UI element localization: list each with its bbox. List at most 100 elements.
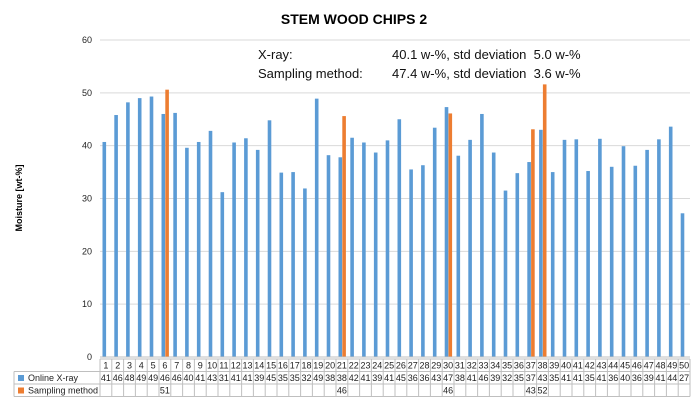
x-tick-label: 38 <box>537 361 547 371</box>
legend-swatch <box>18 375 24 381</box>
x-tick-label: 41 <box>573 361 583 371</box>
annotation-value: 40.1 w-%, std deviation 5.0 w-% <box>392 47 581 62</box>
bar-online-xray <box>562 139 567 357</box>
x-tick-label: 4 <box>139 361 144 371</box>
x-tick-label: 46 <box>632 361 642 371</box>
y-axis-label: Moisture [wt-%] <box>14 165 24 232</box>
x-tick-label: 15 <box>266 361 276 371</box>
data-label: 35 <box>290 373 300 383</box>
x-tick-label: 23 <box>360 361 370 371</box>
data-label: 37 <box>526 373 536 383</box>
y-tick-label: 30 <box>82 194 92 204</box>
data-label: 52 <box>537 386 547 396</box>
x-tick-label: 20 <box>325 361 335 371</box>
data-label: 43 <box>431 373 441 383</box>
bar-online-xray <box>362 142 366 357</box>
data-label: 41 <box>655 373 665 383</box>
bar-online-xray <box>586 171 590 357</box>
bar-online-xray <box>185 147 189 357</box>
bar-online-xray <box>527 162 531 357</box>
data-label: 41 <box>467 373 477 383</box>
data-label: 43 <box>207 373 217 383</box>
bar-online-xray <box>456 155 461 357</box>
bar-online-xray <box>326 155 331 357</box>
data-label: 41 <box>561 373 571 383</box>
data-label: 36 <box>632 373 642 383</box>
data-label: 41 <box>101 373 111 383</box>
data-label: 36 <box>608 373 618 383</box>
annotation-label: X-ray: <box>258 47 293 62</box>
data-label: 39 <box>372 373 382 383</box>
data-label: 46 <box>478 373 488 383</box>
bar-sampling-method <box>531 129 535 357</box>
data-label: 41 <box>573 373 583 383</box>
bar-online-xray <box>574 139 579 357</box>
bar-online-xray <box>232 142 236 357</box>
legend-label: Sampling method <box>28 386 98 396</box>
x-tick-label: 11 <box>219 361 228 371</box>
data-label: 40 <box>620 373 630 383</box>
legend-label: Online X-ray <box>28 373 79 383</box>
bar-online-xray <box>137 98 142 357</box>
bar-online-xray <box>149 96 154 357</box>
x-tick-label: 49 <box>667 361 677 371</box>
data-label: 35 <box>278 373 288 383</box>
bar-sampling-method <box>542 84 547 357</box>
legend-swatch <box>18 387 24 394</box>
bar-sampling-method <box>165 89 169 357</box>
x-tick-label: 48 <box>655 361 665 371</box>
data-label: 38 <box>337 373 347 383</box>
data-label: 49 <box>136 373 146 383</box>
data-label: 51 <box>160 386 170 396</box>
data-label: 27 <box>679 373 689 383</box>
bar-online-xray <box>680 213 685 357</box>
data-label: 32 <box>301 373 311 383</box>
data-label: 38 <box>455 373 465 383</box>
bar-online-xray <box>220 192 225 357</box>
bar-online-xray <box>279 172 284 357</box>
data-label: 35 <box>585 373 595 383</box>
bar-online-xray <box>114 115 118 357</box>
data-label: 45 <box>266 373 276 383</box>
x-tick-label: 31 <box>455 361 465 371</box>
x-tick-label: 35 <box>502 361 512 371</box>
x-tick-label: 37 <box>526 361 536 371</box>
data-label: 46 <box>172 373 182 383</box>
x-tick-label: 24 <box>372 361 382 371</box>
y-tick-label: 60 <box>82 35 92 45</box>
bar-online-xray <box>267 120 272 357</box>
bar-online-xray <box>550 172 555 357</box>
data-label: 49 <box>148 373 158 383</box>
x-tick-label: 9 <box>198 361 203 371</box>
bar-sampling-method <box>342 116 346 357</box>
x-tick-label: 14 <box>254 361 264 371</box>
bar-online-xray <box>598 138 602 357</box>
bar-online-xray <box>314 98 319 358</box>
x-tick-label: 18 <box>301 361 311 371</box>
bar-online-xray <box>373 152 378 357</box>
bar-online-xray <box>385 140 390 357</box>
y-tick-label: 40 <box>82 141 92 151</box>
x-tick-label: 16 <box>278 361 288 371</box>
bar-online-xray <box>161 113 166 357</box>
bar-online-xray <box>102 141 107 357</box>
bar-online-xray <box>126 102 130 358</box>
data-label: 35 <box>514 373 524 383</box>
x-tick-label: 30 <box>443 361 453 371</box>
data-label: 46 <box>443 386 453 396</box>
x-tick-label: 2 <box>115 361 120 371</box>
x-tick-label: 26 <box>396 361 406 371</box>
bar-online-xray <box>444 107 449 358</box>
data-label: 36 <box>419 373 429 383</box>
x-tick-label: 17 <box>290 361 300 371</box>
data-label: 41 <box>596 373 606 383</box>
bars <box>100 84 690 358</box>
data-label: 39 <box>254 373 264 383</box>
data-label: 46 <box>337 386 347 396</box>
x-tick-label: 6 <box>162 361 167 371</box>
x-tick-label: 28 <box>419 361 429 371</box>
x-tick-label: 10 <box>207 361 217 371</box>
y-tick-label: 20 <box>82 246 92 256</box>
bar-online-xray <box>173 112 177 357</box>
data-label: 41 <box>195 373 205 383</box>
